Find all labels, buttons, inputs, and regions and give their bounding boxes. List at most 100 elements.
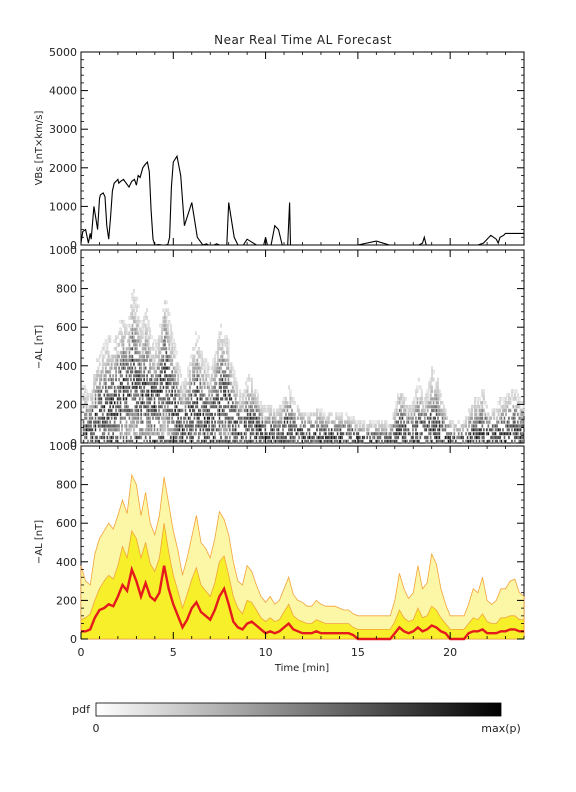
pdf-cell — [129, 362, 132, 366]
pdf-cell — [305, 412, 308, 417]
pdf-cell — [95, 412, 98, 417]
pdf-cell — [395, 404, 398, 409]
pdf-cell — [428, 424, 431, 428]
pdf-cell — [122, 435, 125, 440]
pdf-cell — [150, 377, 153, 382]
pdf-cell — [137, 304, 140, 309]
pdf-cell — [218, 343, 221, 347]
pdf-cell — [202, 374, 205, 378]
chart-title: Near Real Time AL Forecast — [214, 33, 392, 47]
vbs-panel: 0 1000 2000 3000 4000 5000 VBs [nT×km/s] — [34, 46, 525, 252]
pdf-cell — [184, 439, 187, 444]
pdf-cell — [475, 412, 478, 417]
pdf-cell — [113, 401, 116, 405]
pdf-cell — [354, 439, 357, 444]
pdf-cell — [264, 404, 267, 409]
pdf-cell — [214, 358, 217, 363]
pdf-cell — [205, 404, 208, 409]
pdf-cell — [180, 416, 183, 420]
pdf-cell — [181, 397, 184, 401]
pdf-cell — [217, 389, 219, 393]
pdf-cell — [116, 358, 119, 363]
pdf-cell — [158, 401, 160, 405]
pdf-cell — [411, 431, 414, 436]
pdf-cell — [261, 420, 264, 424]
pdf-cell — [152, 416, 154, 420]
pdf-cell — [124, 366, 126, 370]
pdf-cell — [116, 335, 119, 339]
pdf-cell — [85, 431, 88, 436]
pdf-cell — [252, 431, 255, 436]
x-tick-label: 0 — [78, 646, 85, 659]
pdf-cell — [191, 420, 194, 424]
pdf-cell — [119, 389, 122, 393]
pdf-cell — [135, 327, 138, 332]
pdf-cell — [499, 401, 502, 405]
pdf-cell — [202, 412, 205, 417]
pdf-cell — [349, 435, 352, 440]
pdf-cell — [203, 370, 206, 374]
pdf-cell — [159, 385, 162, 390]
pdf-cell — [444, 408, 447, 413]
pdf-cell — [503, 416, 506, 420]
pdf-cell — [208, 366, 211, 370]
pdf-cell — [323, 412, 326, 417]
pdf-cell — [416, 420, 419, 424]
pdf-cell — [417, 408, 420, 413]
pdf-cell — [184, 377, 187, 382]
pdf-cell — [227, 431, 230, 436]
pdf-cell — [259, 439, 262, 444]
pdf-cell — [131, 331, 134, 336]
pdf-cell — [503, 420, 506, 424]
pdf-cell — [119, 412, 122, 417]
pdf-cell — [186, 435, 188, 440]
pdf-cell — [146, 308, 149, 312]
pdf-cell — [138, 397, 141, 401]
pdf-cell — [149, 327, 152, 332]
pdf-cell — [416, 385, 419, 390]
pdf-cell — [158, 408, 160, 413]
pdf-cell — [242, 435, 245, 440]
pdf-cell — [121, 331, 123, 336]
pdf-cell — [158, 354, 160, 359]
pdf-cell — [177, 412, 180, 417]
pdf-cell — [211, 412, 214, 417]
pdf-cell — [144, 347, 147, 351]
pdf-cell — [227, 350, 230, 355]
pdf-cell — [423, 420, 426, 424]
pdf-cell — [419, 385, 422, 390]
pdf-cell — [159, 374, 162, 378]
pdf-cell — [168, 420, 171, 424]
pdf-cell — [286, 408, 289, 413]
pdf-cell — [119, 397, 122, 401]
pdf-cell — [143, 362, 146, 366]
pdf-cell — [168, 416, 171, 420]
pdf-cell — [488, 420, 491, 424]
pdf-cell — [397, 420, 400, 424]
pdf-cell — [240, 431, 243, 436]
forecast-bands — [80, 473, 525, 641]
pdf-cell — [510, 393, 513, 397]
pdf-cell — [246, 389, 249, 393]
pdf-cell — [140, 408, 143, 413]
pdf-cell — [234, 424, 237, 428]
pdf-cell — [199, 431, 202, 436]
pdf-cell — [177, 374, 180, 378]
pdf-cell — [444, 428, 447, 432]
pdf-cell — [119, 370, 122, 374]
pdf-cell — [129, 428, 132, 432]
pdf-cell — [242, 404, 245, 409]
pdf-cell — [497, 412, 500, 417]
pdf-cell — [304, 424, 307, 428]
pdf-cell — [109, 420, 112, 424]
pdf-cell — [121, 374, 123, 378]
pdf-cell — [144, 335, 147, 339]
pdf-cell — [146, 316, 149, 320]
pdf-cell — [519, 428, 522, 432]
pdf-cell — [481, 404, 484, 409]
pdf-cell — [129, 389, 132, 393]
pdf-cell — [437, 401, 439, 405]
pdf-cell — [115, 374, 118, 378]
pdf-cell — [169, 435, 172, 440]
pdf-cell — [409, 431, 411, 436]
